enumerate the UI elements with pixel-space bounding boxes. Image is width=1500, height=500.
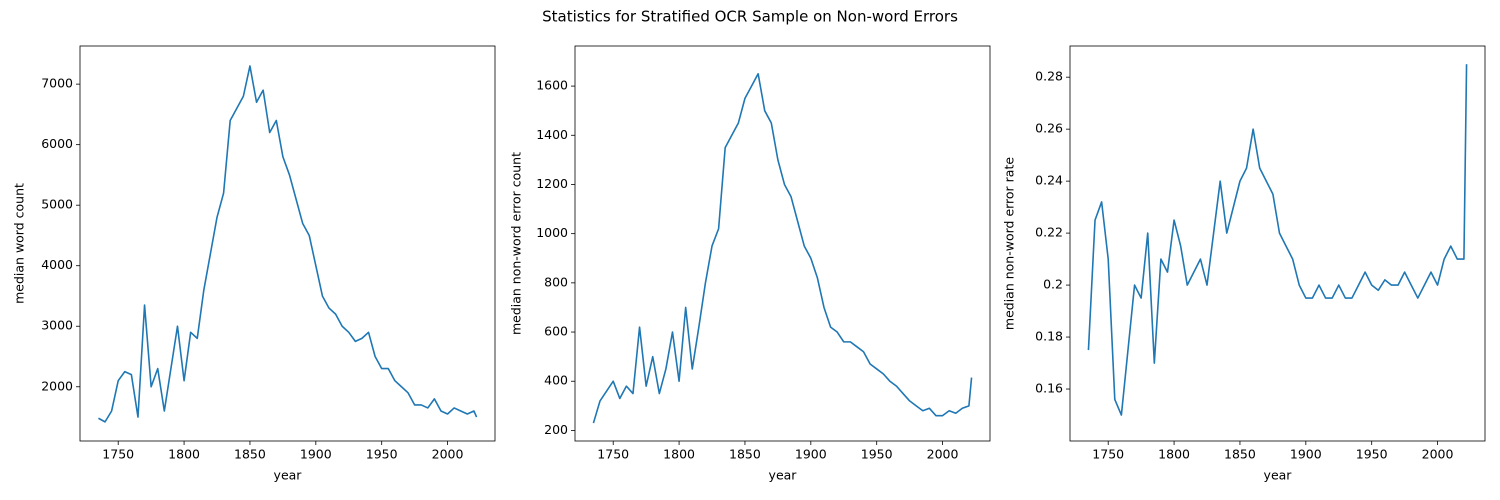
x-tick-label: 1750 [102,447,134,462]
y-tick-label: 800 [544,274,568,289]
x-tick-label: 1850 [729,447,761,462]
y-axis-label: median word count [12,183,27,304]
x-tick-label: 2000 [1422,447,1454,462]
x-axis-label: year [274,468,303,483]
y-tick-label: 0.26 [1035,121,1063,136]
y-tick-label: 400 [544,373,568,388]
axes-frame [79,45,496,442]
y-tick-label: 0.16 [1035,381,1063,396]
y-tick-label: 0.18 [1035,329,1063,344]
x-tick-label: 1800 [663,447,695,462]
y-tick-label: 200 [544,422,568,437]
y-tick-label: 1400 [536,127,568,142]
y-tick-label: 2000 [41,378,73,393]
figure-title: Statistics for Stratified OCR Sample on … [542,8,958,26]
x-tick-label: 1900 [300,447,332,462]
x-tick-label: 1900 [795,447,827,462]
x-tick-label: 1900 [1290,447,1322,462]
y-tick-label: 600 [544,324,568,339]
x-tick-label: 1800 [1158,447,1190,462]
data-line [592,72,973,424]
y-tick-label: 1000 [536,225,568,240]
axes-frame [574,45,991,442]
y-tick-label: 3000 [41,318,73,333]
y-tick-label: 0.24 [1035,173,1063,188]
y-tick-label: 6000 [41,136,73,151]
data-line [1087,64,1468,416]
x-axis-label: year [769,468,798,483]
x-tick-label: 1950 [366,447,398,462]
y-axis-label: median non-word error count [509,152,524,335]
x-tick-label: 2000 [432,447,464,462]
y-tick-label: 0.2 [1043,277,1063,292]
data-line [98,65,478,423]
y-tick-label: 4000 [41,257,73,272]
axes-frame [1069,45,1486,442]
x-tick-label: 1950 [861,447,893,462]
y-tick-label: 1600 [536,78,568,93]
y-axis-label: median non-word error rate [1002,157,1017,330]
x-tick-label: 1950 [1356,447,1388,462]
x-tick-label: 1750 [597,447,629,462]
x-tick-label: 1750 [1092,447,1124,462]
y-tick-label: 7000 [41,76,73,91]
x-tick-label: 1850 [234,447,266,462]
y-tick-label: 5000 [41,197,73,212]
x-axis-label: year [1264,468,1293,483]
y-tick-label: 1200 [536,176,568,191]
y-tick-label: 0.28 [1035,69,1063,84]
x-tick-label: 1850 [1224,447,1256,462]
x-tick-label: 2000 [927,447,959,462]
x-tick-label: 1800 [168,447,200,462]
y-tick-label: 0.22 [1035,225,1063,240]
